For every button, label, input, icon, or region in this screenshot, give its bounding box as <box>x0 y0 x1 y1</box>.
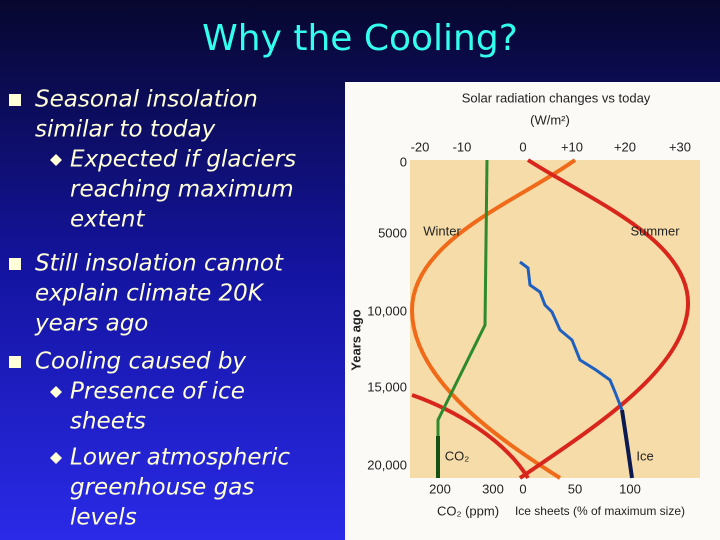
ice-tick-label: 0 <box>519 481 526 496</box>
summer-label: Summer <box>630 223 680 238</box>
co2-line <box>436 159 489 436</box>
ice-line-dark <box>620 409 634 479</box>
bullet-text: extent <box>70 207 146 233</box>
sub-bullet-marker <box>50 386 62 398</box>
ice-axis-label: Ice sheets (% of maximum size) <box>515 504 685 518</box>
top-tick-label: -10 <box>453 139 472 154</box>
figure-title: Solar radiation changes vs today <box>462 90 651 105</box>
top-tick-label: +20 <box>614 139 636 154</box>
summer-curve <box>518 158 691 480</box>
bullet-text: sheets <box>70 409 146 435</box>
y-tick-label: 0 <box>400 154 407 169</box>
top-tick-label: +10 <box>561 139 583 154</box>
bullet-marker <box>9 356 21 368</box>
figure-unit: (W/m²) <box>530 112 570 127</box>
y-tick-label: 10,000 <box>367 303 407 318</box>
bullet-text: Still insolation cannot <box>35 251 284 277</box>
bullet-text: years ago <box>34 311 148 337</box>
bullet-marker <box>9 258 21 270</box>
ice-tick-label: 100 <box>619 481 641 496</box>
summer-curve-lower <box>411 393 530 480</box>
slide-title: Why the Cooling? <box>202 18 518 59</box>
bullet-text: Expected if glaciers <box>70 147 296 173</box>
bullet-text: reaching maximum <box>70 177 294 203</box>
top-tick-label: -20 <box>411 139 430 154</box>
bullet-text: Lower atmospheric <box>70 445 290 471</box>
figure <box>345 82 720 540</box>
co2-label: CO₂ <box>445 448 470 463</box>
bullet-text: explain climate 20K <box>35 281 265 307</box>
y-axis-label: Years ago <box>348 309 363 370</box>
y-tick-label: 15,000 <box>367 379 407 394</box>
co2-tick-label: 300 <box>482 481 504 496</box>
y-tick-label: 5000 <box>378 225 407 240</box>
bullet-text: greenhouse gas <box>70 475 254 501</box>
co2-axis-label: CO₂ (ppm) <box>437 503 499 518</box>
top-tick-label: +30 <box>669 139 691 154</box>
y-tick-label: 20,000 <box>367 457 407 472</box>
ice-label: Ice <box>636 448 653 463</box>
bullet-marker <box>9 94 21 106</box>
bullet-text: Cooling caused by <box>35 349 246 375</box>
winter-curve <box>409 158 577 480</box>
sub-bullet-marker <box>50 154 62 166</box>
ice-tick-label: 50 <box>568 481 582 496</box>
bullet-text: Presence of ice <box>70 379 245 405</box>
bullet-text: levels <box>70 505 137 531</box>
winter-label: Winter <box>423 223 461 238</box>
top-tick-label: 0 <box>519 139 526 154</box>
bullet-text: similar to today <box>35 117 216 143</box>
co2-tick-label: 200 <box>429 481 451 496</box>
ice-line <box>519 260 624 411</box>
sub-bullet-marker <box>50 452 62 464</box>
bullet-text: Seasonal insolation <box>35 87 258 113</box>
